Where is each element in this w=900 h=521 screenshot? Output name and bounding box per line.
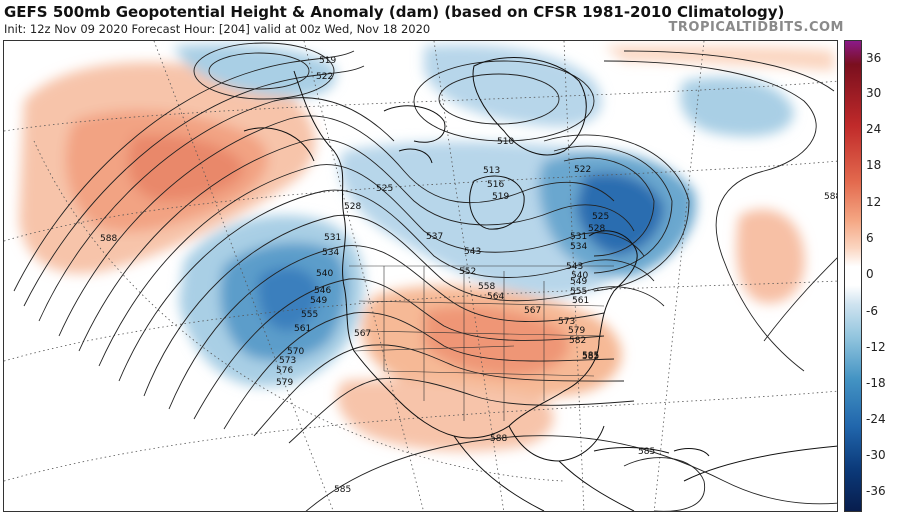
contour-label: 561 — [572, 296, 589, 306]
contour-label: 525 — [592, 212, 609, 222]
colorbar-tick: 0 — [866, 267, 874, 281]
colorbar-labels: 36 30 24 18 12 6 0 -6 -12 -18 -24 -30 -3… — [864, 40, 898, 512]
contour-label: 534 — [322, 248, 339, 258]
colorbar-tick: 24 — [866, 122, 882, 136]
contour-label: 531 — [324, 233, 341, 243]
colorbar-tick: 12 — [866, 195, 882, 209]
contour-label: 528 — [344, 202, 361, 212]
contour-label: 540 — [571, 271, 588, 281]
map-subtitle: Init: 12z Nov 09 2020 Forecast Hour: [20… — [4, 22, 431, 36]
contour-label: 522 — [574, 165, 591, 175]
contour-label: 555 — [301, 310, 318, 320]
contour-label: 576 — [276, 366, 293, 376]
contour-label: 582 — [569, 336, 586, 346]
colorbar-tick: 30 — [866, 86, 882, 100]
contour-label: 537 — [426, 232, 443, 242]
contour-label: 555 — [570, 287, 587, 297]
contour-label: 588 — [100, 234, 117, 244]
colorbar-tick: -24 — [866, 412, 886, 426]
contour-label: 549 — [570, 277, 587, 287]
brand-watermark[interactable]: TROPICALTIDBITS.COM — [668, 20, 844, 35]
colorbar — [844, 40, 862, 512]
political-borders — [349, 265, 614, 421]
contour-labels: 519 522 588 525 528 531 534 537 540 543 … — [100, 56, 838, 495]
contour-label: 543 — [566, 262, 583, 272]
contour-label: 546 — [314, 286, 331, 296]
contour-label: 540 — [316, 269, 333, 279]
contour-label: 585 — [582, 351, 599, 361]
height-contours — [13, 42, 837, 511]
contour-label: 561 — [294, 324, 311, 334]
contour-label: 588 — [490, 434, 507, 444]
map-title: GEFS 500mb Geopotential Height & Anomaly… — [4, 3, 785, 21]
contour-label: 564 — [487, 292, 504, 302]
map-panel: 519 522 588 525 528 531 534 537 540 543 … — [3, 40, 838, 512]
contour-label: 549 — [310, 296, 327, 306]
map-svg: 519 522 588 525 528 531 534 537 540 543 … — [4, 41, 838, 511]
contour-label: 531 — [570, 232, 587, 242]
colorbar-tick: -30 — [866, 448, 886, 462]
contour-label: 522 — [316, 72, 333, 82]
contour-label: 543 — [464, 247, 481, 257]
contour-label: 567 — [354, 329, 371, 339]
colorbar-tick: 18 — [866, 158, 882, 172]
contour-label: 585 — [334, 485, 351, 495]
colorbar-tick: -18 — [866, 376, 886, 390]
contour-label: 519 — [492, 192, 509, 202]
colorbar-tick: -12 — [866, 340, 886, 354]
contour-label: 570 — [287, 347, 304, 357]
contour-label: 513 — [483, 166, 500, 176]
contour-label: 528 — [588, 224, 605, 234]
contour-label: 573 — [279, 356, 296, 366]
colorbar-tick: 6 — [866, 231, 874, 245]
header: GEFS 500mb Geopotential Height & Anomaly… — [0, 0, 900, 40]
contour-label: 567 — [524, 306, 541, 316]
coastlines — [243, 57, 837, 511]
contour-label: 516 — [487, 180, 504, 190]
colorbar-tick: -6 — [866, 304, 878, 318]
contour-label: 525 — [376, 184, 393, 194]
contour-label: 558 — [478, 282, 495, 292]
colorbar-tick: 36 — [866, 51, 882, 65]
contour-label: 573 — [558, 317, 575, 327]
contour-label: 510 — [497, 137, 514, 147]
contour-label: 579 — [568, 326, 585, 336]
contour-label: 585 — [582, 352, 599, 362]
anomaly-shading — [19, 44, 834, 452]
graticule — [4, 41, 837, 511]
contour-label: 579 — [276, 378, 293, 388]
colorbar-gradient — [845, 41, 861, 511]
contour-label: 585 — [638, 447, 655, 457]
contour-label: 552 — [459, 267, 476, 277]
contour-label: 534 — [570, 242, 587, 252]
contour-label: 519 — [319, 56, 336, 66]
contour-label: 588 — [824, 192, 838, 202]
colorbar-tick: -36 — [866, 484, 886, 498]
